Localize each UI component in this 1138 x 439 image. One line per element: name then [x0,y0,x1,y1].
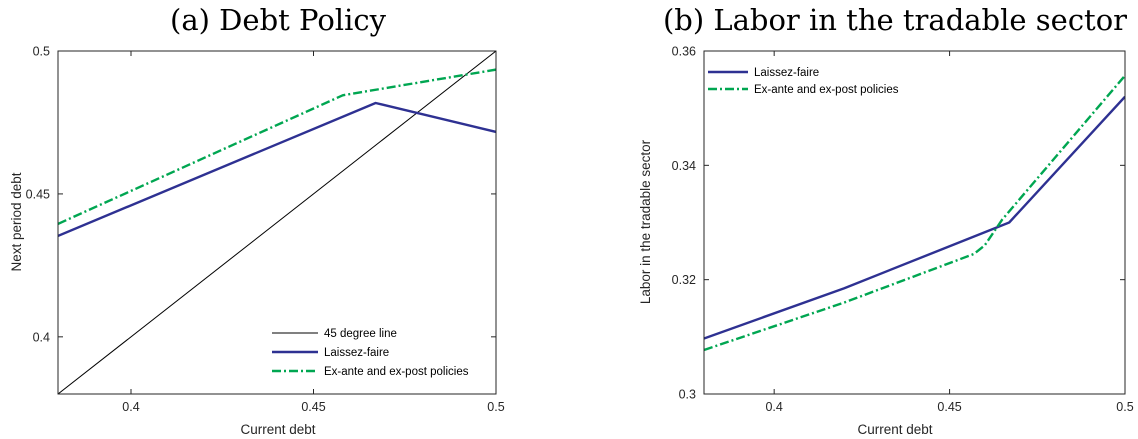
y-tick-label: 0.3 [679,388,696,402]
legend-label: Laissez-faire [324,347,389,359]
series-line-45-degree-line [58,51,496,394]
series-group [704,74,1125,352]
panel-labor-tradable: (b) Labor in the tradable sector Current… [638,3,1134,437]
x-tick-label: 0.4 [122,400,139,414]
y-axis-label: Labor in the tradable sector [638,139,653,304]
series-line-laissez-faire [58,101,496,238]
y-tick-label: 0.5 [33,45,50,59]
series-line-ex-ante-and-ex-post-policies [58,68,496,225]
x-tick-label: 0.45 [301,400,325,414]
legend-label: Ex-ante and ex-post policies [754,84,899,96]
y-tick-label: 0.34 [672,159,696,173]
y-tick-label: 0.45 [26,187,50,201]
x-tick-label: 0.4 [765,400,782,414]
plot-area: 0.4 0.45 0.5 0.3 0.32 0.34 0.36 [672,45,1134,415]
x-axis-label: Current debt [240,422,315,437]
legend-label: Ex-ante and ex-post policies [324,366,469,378]
series-line-ex-ante-and-ex-post-policies [704,74,1125,352]
chart-title: (b) Labor in the tradable sector [663,3,1127,37]
series-line-laissez-faire [704,95,1125,340]
y-tick-label: 0.32 [672,273,696,287]
panel-debt-policy: (a) Debt Policy Current debt Next period… [9,3,505,437]
series-group [58,51,496,394]
x-axis-label: Current debt [857,422,932,437]
axes-frame [703,50,1126,395]
legend-label: 45 degree line [324,328,397,340]
axes-frame [57,50,497,395]
legend: Laissez-faire Ex-ante and ex-post policie… [708,67,899,96]
y-axis-label: Next period debt [9,172,24,271]
legend-label: Laissez-faire [754,67,819,79]
y-tick-label: 0.4 [33,330,50,344]
legend: 45 degree line Laissez-faire Ex-ante and e… [272,328,469,378]
y-tick-label: 0.36 [672,45,696,59]
x-tick-label: 0.5 [487,400,504,414]
x-tick-label: 0.5 [1116,400,1133,414]
x-tick-label: 0.45 [937,400,961,414]
plot-area: 0.4 0.45 0.5 0.4 0.45 0.5 [26,45,505,415]
chart-title: (a) Debt Policy [170,3,387,37]
